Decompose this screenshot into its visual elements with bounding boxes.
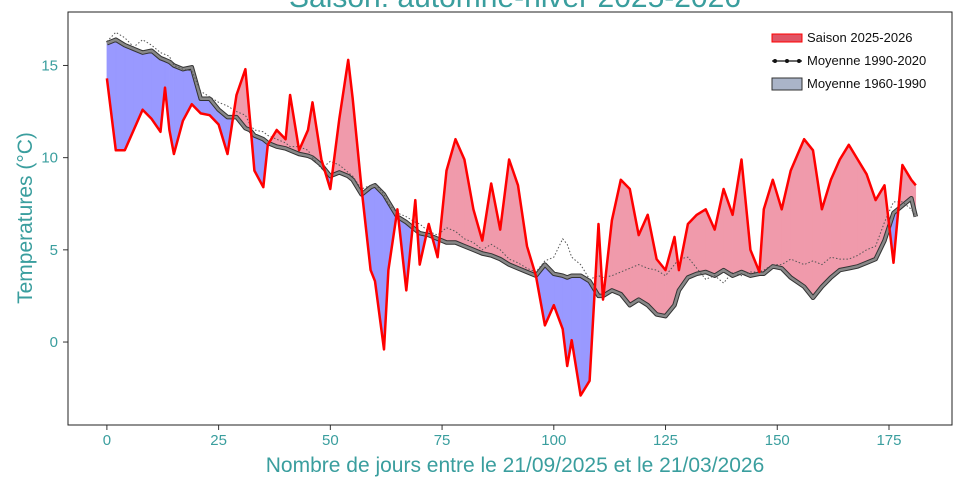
fill-area (696, 208, 706, 275)
x-axis-label: Nombre de jours entre le 21/09/2025 et l… (266, 454, 765, 477)
fill-area (571, 275, 581, 396)
y-tick-label: 15 (41, 57, 58, 74)
fill-area (620, 179, 631, 306)
x-tick-label: 100 (541, 432, 566, 449)
fill-area (638, 214, 648, 306)
fill-area (714, 188, 724, 277)
legend-label: Moyenne 1960-1990 (807, 76, 926, 91)
legend-swatch-dot (797, 59, 801, 63)
fill-area (732, 159, 742, 277)
legend-swatch-dot (773, 59, 777, 63)
fill-area (839, 143, 850, 271)
fill-area (553, 273, 563, 330)
legend-swatch (771, 77, 803, 91)
chart-title: Saison: automne-hiver 2025-2026 (289, 0, 741, 14)
fill-area (142, 50, 152, 120)
y-tick-label: 10 (41, 150, 58, 167)
x-tick-label: 0 (103, 432, 111, 449)
x-tick-label: 75 (434, 432, 451, 449)
x-tick-label: 150 (765, 432, 790, 449)
fill-area (115, 39, 126, 151)
fill-area (803, 138, 814, 299)
y-axis-label: Temperatures (°C) (14, 132, 37, 304)
x-tick-label: 25 (210, 432, 227, 449)
x-tick-label: 50 (322, 432, 339, 449)
line (105, 58, 917, 397)
legend-swatch-dot (785, 59, 789, 63)
plot-frame (67, 11, 953, 426)
fill-area (647, 214, 657, 315)
legend-swatch (771, 33, 803, 43)
fill-area (848, 143, 858, 269)
legend-label: Moyenne 1990-2020 (807, 53, 926, 68)
fill-area (790, 139, 805, 288)
y-tick-label: 5 (50, 242, 58, 259)
y-tick-label: 0 (50, 334, 58, 351)
fill-area (580, 275, 590, 397)
x-tick-label: 175 (876, 432, 901, 449)
line (106, 38, 918, 318)
x-tick-label: 125 (653, 432, 678, 449)
legend-label: Saison 2025-2026 (807, 30, 913, 45)
